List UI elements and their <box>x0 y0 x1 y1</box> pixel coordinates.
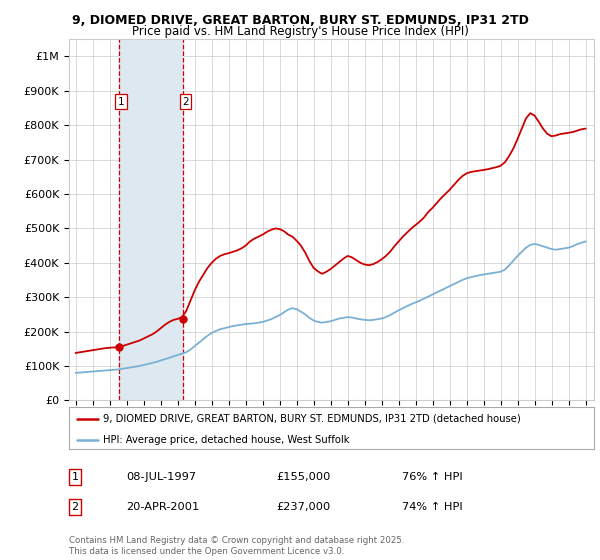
Text: 76% ↑ HPI: 76% ↑ HPI <box>402 472 463 482</box>
Text: 20-APR-2001: 20-APR-2001 <box>126 502 199 512</box>
Text: 9, DIOMED DRIVE, GREAT BARTON, BURY ST. EDMUNDS, IP31 2TD: 9, DIOMED DRIVE, GREAT BARTON, BURY ST. … <box>71 14 529 27</box>
Text: 2: 2 <box>182 96 188 106</box>
Text: Contains HM Land Registry data © Crown copyright and database right 2025.
This d: Contains HM Land Registry data © Crown c… <box>69 536 404 556</box>
Text: 08-JUL-1997: 08-JUL-1997 <box>126 472 196 482</box>
Text: HPI: Average price, detached house, West Suffolk: HPI: Average price, detached house, West… <box>103 435 350 445</box>
Text: Price paid vs. HM Land Registry's House Price Index (HPI): Price paid vs. HM Land Registry's House … <box>131 25 469 38</box>
Text: 2: 2 <box>71 502 79 512</box>
Text: 9, DIOMED DRIVE, GREAT BARTON, BURY ST. EDMUNDS, IP31 2TD (detached house): 9, DIOMED DRIVE, GREAT BARTON, BURY ST. … <box>103 414 521 424</box>
Text: 1: 1 <box>118 96 124 106</box>
Text: 74% ↑ HPI: 74% ↑ HPI <box>402 502 463 512</box>
Text: £155,000: £155,000 <box>276 472 331 482</box>
Text: £237,000: £237,000 <box>276 502 330 512</box>
Text: 1: 1 <box>71 472 79 482</box>
Bar <box>119 39 183 400</box>
